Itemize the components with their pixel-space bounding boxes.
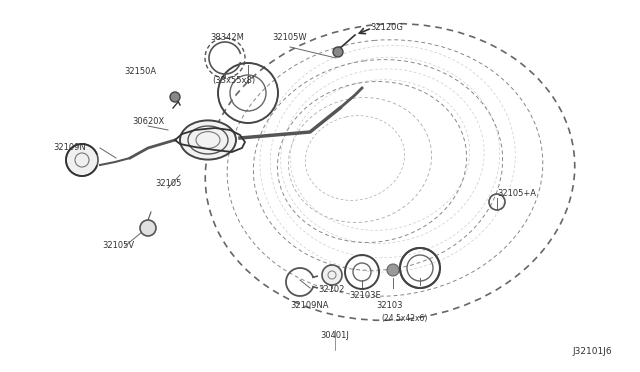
Text: 30620X: 30620X [132, 118, 164, 126]
Text: 30401J: 30401J [321, 330, 349, 340]
Text: (24.5x42x6): (24.5x42x6) [382, 314, 428, 323]
Ellipse shape [333, 47, 343, 57]
Ellipse shape [66, 144, 98, 176]
Text: 32103: 32103 [377, 301, 403, 310]
Text: 38342M: 38342M [210, 33, 244, 42]
Text: 32102: 32102 [318, 285, 344, 294]
Text: 32105V: 32105V [102, 241, 134, 250]
Ellipse shape [387, 264, 399, 276]
Ellipse shape [140, 220, 156, 236]
Ellipse shape [322, 265, 342, 285]
Text: 32103E: 32103E [349, 291, 381, 299]
Text: 32109N: 32109N [54, 144, 86, 153]
Text: 32109NA: 32109NA [291, 301, 329, 310]
Ellipse shape [170, 92, 180, 102]
Text: 32105+A: 32105+A [497, 189, 536, 199]
Text: 32105: 32105 [155, 179, 181, 187]
Text: (33x55x8): (33x55x8) [212, 76, 255, 84]
Text: 32150A: 32150A [124, 67, 156, 77]
Text: 32120G: 32120G [370, 23, 403, 32]
Ellipse shape [180, 121, 236, 160]
Text: 32105W: 32105W [273, 33, 307, 42]
Text: J32101J6: J32101J6 [572, 347, 612, 356]
